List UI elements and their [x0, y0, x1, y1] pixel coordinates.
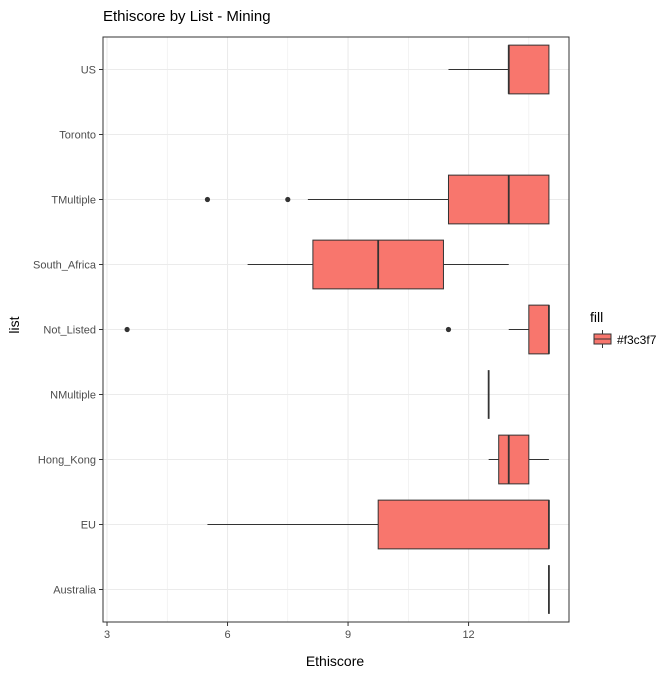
x-tick-label: 9	[345, 629, 351, 641]
outlier-point-tmultiple	[204, 196, 211, 203]
y-tick-label-toronto: Toronto	[59, 130, 96, 142]
y-axis-label: list	[6, 316, 22, 333]
chart-title: Ethiscore by List - Mining	[103, 8, 271, 25]
x-tick-label: 6	[224, 629, 230, 641]
x-tick-label: 12	[462, 629, 474, 641]
box-layer	[124, 44, 550, 614]
box-us	[508, 44, 550, 95]
x-axis-label: Ethiscore	[306, 653, 365, 669]
outlier-point-tmultiple	[285, 196, 291, 203]
outlier-point-not-listed	[445, 326, 452, 333]
box-hong-kong	[498, 434, 530, 485]
legend-entry-label: #f3c3f7	[617, 333, 657, 347]
grid-layer	[103, 37, 569, 622]
y-tick-label-nmultiple: NMultiple	[50, 390, 96, 402]
x-tick-label: 3	[104, 629, 110, 641]
y-tick-label-us: US	[81, 65, 96, 77]
legend: fill #f3c3f7	[590, 309, 657, 348]
outlier-point-not-listed	[124, 326, 130, 333]
y-tick-label-australia: Australia	[53, 585, 97, 597]
box-eu	[377, 499, 550, 550]
legend-key	[593, 330, 612, 348]
y-tick-label-not-listed: Not_Listed	[43, 325, 96, 337]
axis-layer: 3 6 9 12 US Toronto TMultiple South_Africa Not_L…	[33, 65, 475, 642]
box-not-listed	[528, 304, 550, 355]
y-tick-label-eu: EU	[81, 520, 96, 532]
y-tick-label-south-africa: South_Africa	[33, 260, 97, 272]
y-tick-label-tmultiple: TMultiple	[51, 195, 96, 207]
box-tmultiple	[447, 174, 550, 225]
y-tick-label-hong-kong: Hong_Kong	[38, 455, 96, 467]
legend-title: fill	[590, 309, 603, 325]
